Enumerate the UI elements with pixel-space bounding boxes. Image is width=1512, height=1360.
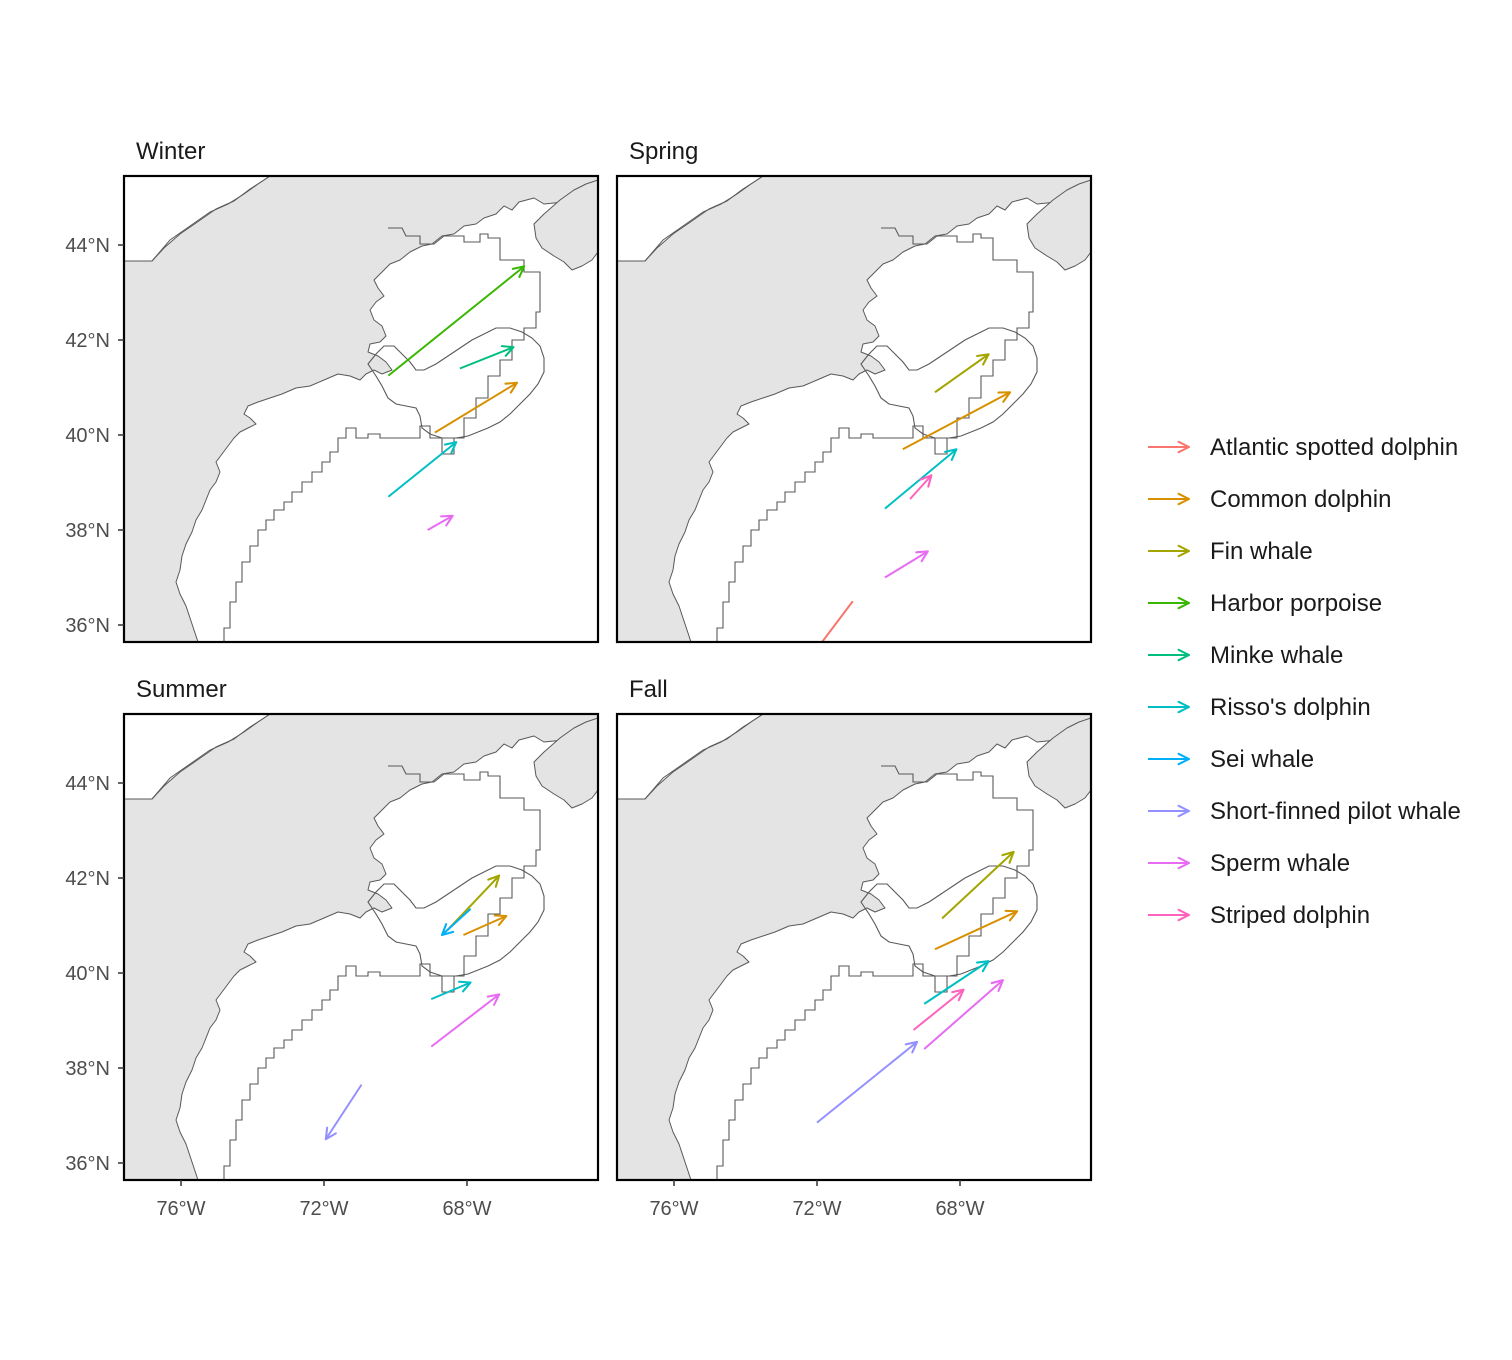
us-coastline-land	[124, 714, 598, 1180]
legend-label: Fin whale	[1210, 538, 1313, 565]
legend-label: Atlantic spotted dolphin	[1210, 434, 1458, 461]
legend-item-short-finned-pilot-whale: Short-finned pilot whale	[1148, 798, 1461, 825]
georges-bank-outline	[367, 865, 545, 977]
nova-scotia-land	[1026, 717, 1091, 809]
panel-frame	[615, 174, 1093, 644]
border-line	[617, 176, 764, 262]
legend-label: Sei whale	[1210, 746, 1314, 773]
us-coastline-land	[617, 714, 1091, 1180]
legend-item-striped-dolphin: Striped dolphin	[1148, 902, 1370, 929]
legend-label: Minke whale	[1210, 642, 1343, 669]
shift-arrow-sperm-whale	[427, 514, 454, 531]
legend-label: Striped dolphin	[1210, 902, 1370, 929]
x-tick-label: 72°W	[299, 1198, 348, 1220]
x-tick-label: 68°W	[935, 1198, 984, 1220]
border-line	[617, 714, 764, 800]
legend-label: Common dolphin	[1210, 486, 1391, 513]
shift-arrow-sperm-whale	[923, 979, 1004, 1050]
shift-arrow-short-finned-pilot-whale	[816, 1040, 919, 1124]
y-tick-label: 42°N	[65, 330, 110, 352]
legend-item-common-dolphin: Common dolphin	[1148, 486, 1391, 513]
nova-scotia-land	[533, 717, 598, 809]
panel-spring: Spring	[615, 138, 1093, 644]
georges-bank-outline	[860, 327, 1038, 439]
shift-arrow-sei-whale	[440, 908, 472, 937]
x-axis: 76°W 72°W 68°W 76°W 72°W 68°W	[156, 1180, 985, 1220]
shift-arrow-risso-s-dolphin	[387, 441, 458, 498]
legend-label: Risso's dolphin	[1210, 694, 1371, 721]
shift-arrow-sperm-whale	[884, 550, 929, 579]
shelf-study-area-outline	[223, 227, 541, 642]
nova-scotia-land	[533, 179, 598, 271]
panel-winter: Winter	[122, 138, 600, 644]
legend-item-risso-s-dolphin: Risso's dolphin	[1148, 694, 1371, 721]
legend-item-harbor-porpoise: Harbor porpoise	[1148, 590, 1382, 617]
x-tick-label: 76°W	[649, 1198, 698, 1220]
shift-arrow-common-dolphin	[434, 381, 519, 434]
shift-arrow-risso-s-dolphin	[430, 980, 472, 1001]
nova-scotia-land	[1026, 179, 1091, 271]
legend-label: Sperm whale	[1210, 850, 1350, 877]
y-axis: 44°N 42°N 40°N 38°N 36°N 44°N 42°N 40°N 38°N 36°N	[65, 235, 124, 1175]
y-tick-label: 40°N	[65, 425, 110, 447]
georges-bank-outline	[860, 865, 1038, 977]
shift-arrow-common-dolphin	[934, 909, 1019, 951]
panel-title: Spring	[629, 138, 698, 165]
shift-arrow-risso-s-dolphin	[923, 960, 990, 1005]
panel-title: Fall	[629, 676, 668, 703]
y-tick-label: 36°N	[65, 1153, 110, 1175]
shelf-study-area-outline	[716, 227, 1034, 642]
panel-title: Summer	[136, 676, 227, 703]
shift-arrow-striped-dolphin	[912, 988, 965, 1031]
y-tick-label: 44°N	[65, 773, 110, 795]
y-tick-label: 38°N	[65, 1058, 110, 1080]
shelf-study-area-outline	[223, 765, 541, 1180]
shift-arrow-atlantic-spotted-dolphin	[820, 600, 854, 642]
y-tick-label: 40°N	[65, 963, 110, 985]
facet-panels: Winter Spring Summer Fall	[122, 138, 1093, 1182]
legend-item-sei-whale: Sei whale	[1148, 746, 1314, 773]
x-tick-label: 68°W	[442, 1198, 491, 1220]
shelf-study-area-outline	[716, 765, 1034, 1180]
y-tick-label: 42°N	[65, 868, 110, 890]
x-tick-label: 76°W	[156, 1198, 205, 1220]
border-line	[124, 176, 271, 262]
legend: Atlantic spotted dolphin Common dolphin Fi…	[1148, 434, 1461, 929]
panel-fall: Fall	[615, 676, 1093, 1182]
panel-frame	[122, 174, 600, 644]
shift-arrow-fin-whale	[934, 353, 990, 394]
legend-item-fin-whale: Fin whale	[1148, 538, 1313, 565]
shift-arrow-common-dolphin	[902, 391, 1012, 451]
y-tick-label: 38°N	[65, 520, 110, 542]
us-coastline-land	[124, 176, 598, 642]
panel-summer: Summer	[122, 676, 600, 1182]
shift-arrow-common-dolphin	[463, 914, 508, 936]
legend-item-atlantic-spotted-dolphin: Atlantic spotted dolphin	[1148, 434, 1458, 461]
y-tick-label: 44°N	[65, 235, 110, 257]
legend-label: Short-finned pilot whale	[1210, 798, 1461, 825]
border-line	[124, 714, 271, 800]
shift-arrow-minke-whale	[459, 345, 515, 370]
shift-arrow-harbor-porpoise	[387, 265, 526, 377]
panel-frame	[615, 712, 1093, 1182]
georges-bank-outline	[367, 327, 545, 439]
y-tick-label: 36°N	[65, 615, 110, 637]
shift-arrow-fin-whale	[941, 850, 1015, 920]
x-tick-label: 72°W	[792, 1198, 841, 1220]
shift-arrow-sperm-whale	[430, 993, 501, 1048]
legend-label: Harbor porpoise	[1210, 590, 1382, 617]
legend-item-sperm-whale: Sperm whale	[1148, 850, 1350, 877]
panel-title: Winter	[136, 138, 205, 165]
us-coastline-land	[617, 176, 1091, 642]
shift-arrow-short-finned-pilot-whale	[324, 1084, 363, 1141]
panel-frame	[122, 712, 600, 1182]
legend-item-minke-whale: Minke whale	[1148, 642, 1343, 669]
shift-arrow-striped-dolphin	[909, 474, 933, 500]
